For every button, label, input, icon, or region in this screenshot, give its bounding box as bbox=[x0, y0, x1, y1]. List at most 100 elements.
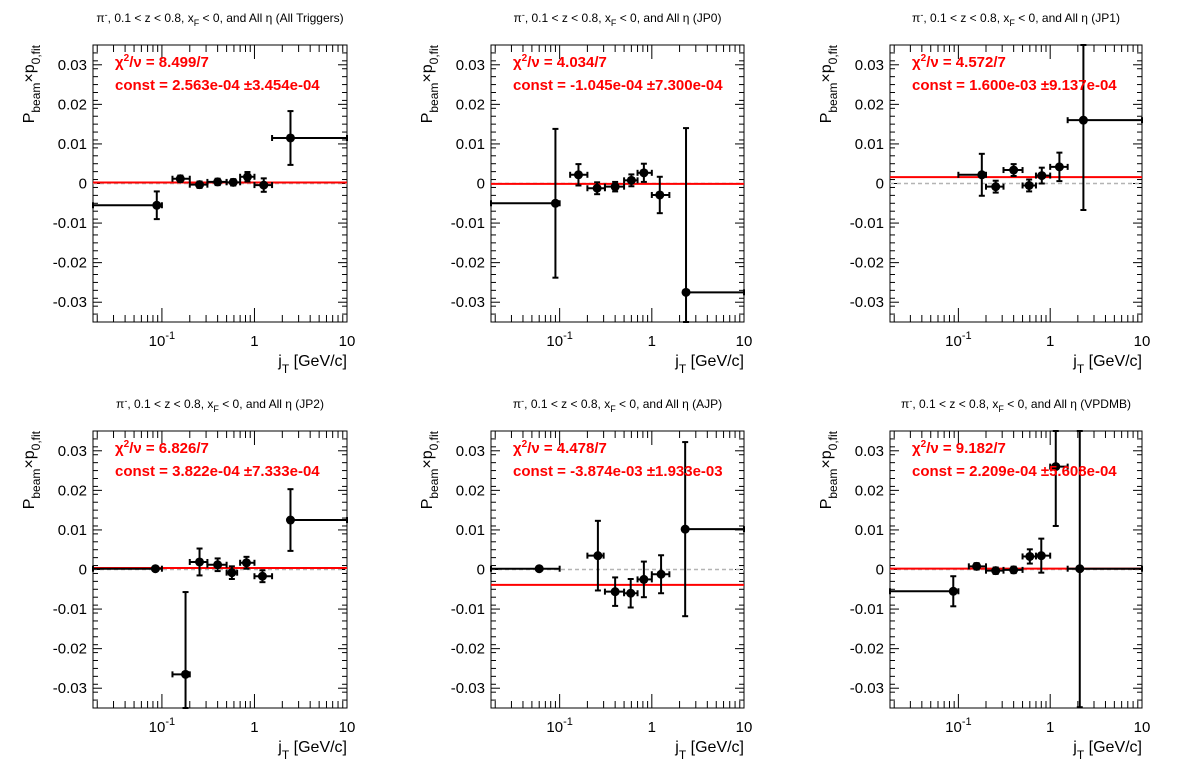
data-marker bbox=[626, 175, 636, 185]
data-point bbox=[586, 519, 605, 592]
data-marker bbox=[610, 587, 620, 597]
x-axis-label: jT [GeV/c] bbox=[1072, 739, 1142, 762]
y-tick-label: -0.03 bbox=[850, 680, 884, 697]
y-axis-label-sub: beam bbox=[826, 83, 840, 113]
chi-exponent: 2 bbox=[921, 439, 927, 450]
chart-title: π-, 0.1 < z < 0.8, xF < 0, and All η (AJ… bbox=[513, 396, 722, 414]
data-point bbox=[957, 152, 988, 197]
y-axis-label: Pbeam×p0,fit bbox=[818, 430, 840, 509]
const-error: ±3.454e-04 bbox=[240, 77, 321, 94]
y-tick-label: 0.01 bbox=[855, 522, 884, 539]
data-marker bbox=[1009, 565, 1019, 575]
x-axis-label-unit: [GeV/c] bbox=[289, 739, 347, 756]
y-tick-label: -0.02 bbox=[451, 641, 485, 658]
chi-symbol: χ bbox=[912, 54, 921, 71]
y-tick-label: 0.03 bbox=[456, 443, 485, 460]
chi-symbol: χ bbox=[513, 440, 522, 457]
data-point bbox=[188, 547, 209, 577]
y-tick-label: -0.01 bbox=[850, 215, 884, 232]
y-tick-label: -0.02 bbox=[53, 255, 87, 272]
x-tick-base: 1 bbox=[1046, 719, 1054, 736]
y-tick-label: -0.02 bbox=[451, 255, 485, 272]
x-tick-base: 10 bbox=[149, 333, 166, 350]
data-point bbox=[1021, 548, 1037, 565]
title-trigger: (JP0) bbox=[689, 11, 721, 25]
data-point bbox=[586, 181, 606, 196]
data-marker bbox=[610, 182, 620, 192]
x-tick-base: 10 bbox=[945, 333, 962, 350]
x-axis-label-sub: T bbox=[282, 362, 290, 376]
const-value: const = -3.874e-03 bbox=[513, 463, 643, 480]
chart-title: π-, 0.1 < z < 0.8, xF < 0, and All η (Al… bbox=[96, 10, 343, 28]
y-tick-label: -0.01 bbox=[53, 601, 87, 618]
x-axis-label-sub: T bbox=[282, 748, 290, 762]
data-marker bbox=[1078, 115, 1088, 125]
y-axis-label-sub: 0,fit bbox=[29, 44, 43, 64]
y-tick-label: 0.01 bbox=[855, 136, 884, 153]
x-tick-label: 10 bbox=[339, 333, 356, 350]
y-tick-label: 0.02 bbox=[855, 482, 884, 499]
x-tick-base: 10 bbox=[1134, 333, 1151, 350]
title-charge: - bbox=[105, 10, 108, 20]
x-tick-base: 10 bbox=[1134, 719, 1151, 736]
chi2-label: χ2/ν = 4.034/7 bbox=[513, 53, 607, 71]
chi2-value: /ν = 6.826/7 bbox=[129, 440, 209, 457]
y-axis-label: Pbeam×p0,fit bbox=[21, 430, 43, 509]
chi-exponent: 2 bbox=[124, 53, 130, 64]
data-marker bbox=[1054, 162, 1064, 172]
y-axis-label-sub: beam bbox=[29, 83, 43, 113]
data-marker bbox=[550, 198, 560, 208]
title-charge: - bbox=[521, 396, 524, 406]
x-tick-label: 1 bbox=[648, 333, 656, 350]
x-axis-label-main: j bbox=[277, 739, 282, 756]
data-point bbox=[680, 441, 745, 618]
y-tick-label: -0.01 bbox=[850, 601, 884, 618]
x-tick-base: 1 bbox=[250, 719, 258, 736]
data-point bbox=[171, 591, 191, 709]
y-axis-label-main: P bbox=[419, 113, 436, 124]
data-marker bbox=[259, 180, 269, 190]
title-trigger: (JP1) bbox=[1088, 11, 1120, 25]
data-marker bbox=[181, 669, 191, 679]
y-axis-label: Pbeam×p0,fit bbox=[419, 430, 441, 509]
title-cuts: , 0.1 < z < 0.8, x bbox=[108, 11, 194, 25]
y-tick-label: 0 bbox=[79, 176, 87, 193]
data-marker bbox=[1037, 171, 1047, 181]
y-tick-label: -0.03 bbox=[53, 294, 87, 311]
y-tick-label: 0.02 bbox=[855, 96, 884, 113]
x-tick-label: 1 bbox=[250, 719, 258, 736]
y-axis-label-main: P bbox=[21, 113, 38, 124]
x-axis-label-sub: T bbox=[679, 362, 687, 376]
chi2-value: /ν = 4.478/7 bbox=[527, 440, 607, 457]
chi-symbol: χ bbox=[115, 54, 124, 71]
const-value: const = 1.600e-03 bbox=[912, 77, 1037, 94]
x-axis-label-main: j bbox=[277, 353, 282, 370]
y-axis-label-main: P bbox=[818, 499, 835, 510]
const-label: const = 2.563e-04 ±3.454e-04 bbox=[115, 77, 320, 94]
const-value: const = -1.045e-04 bbox=[513, 77, 643, 94]
y-axis-label-mid: ×p bbox=[818, 450, 835, 468]
data-point bbox=[603, 180, 626, 193]
x-tick-label: 10 bbox=[339, 719, 356, 736]
chi-symbol: χ bbox=[912, 440, 921, 457]
y-axis-label-mid: ×p bbox=[21, 64, 38, 82]
data-marker bbox=[991, 566, 1001, 576]
data-point bbox=[92, 564, 163, 574]
y-tick-label: 0.03 bbox=[456, 57, 485, 74]
y-axis-label-sub: 0,fit bbox=[29, 430, 43, 450]
chart-title: π-, 0.1 < z < 0.8, xF < 0, and All η (JP… bbox=[912, 10, 1120, 28]
y-axis-label-sub: 0,fit bbox=[826, 430, 840, 450]
y-tick-label: -0.03 bbox=[451, 680, 485, 697]
y-axis-label-main: P bbox=[419, 499, 436, 510]
chi2-label: χ2/ν = 9.182/7 bbox=[912, 439, 1006, 457]
data-marker bbox=[213, 560, 223, 570]
data-marker bbox=[1036, 551, 1046, 561]
data-point bbox=[603, 576, 626, 607]
chi2-label: χ2/ν = 8.499/7 bbox=[115, 53, 209, 71]
data-point bbox=[985, 179, 1005, 194]
x-axis-label-sub: T bbox=[1077, 748, 1085, 762]
data-marker bbox=[639, 168, 649, 178]
title-charge: - bbox=[522, 10, 525, 20]
